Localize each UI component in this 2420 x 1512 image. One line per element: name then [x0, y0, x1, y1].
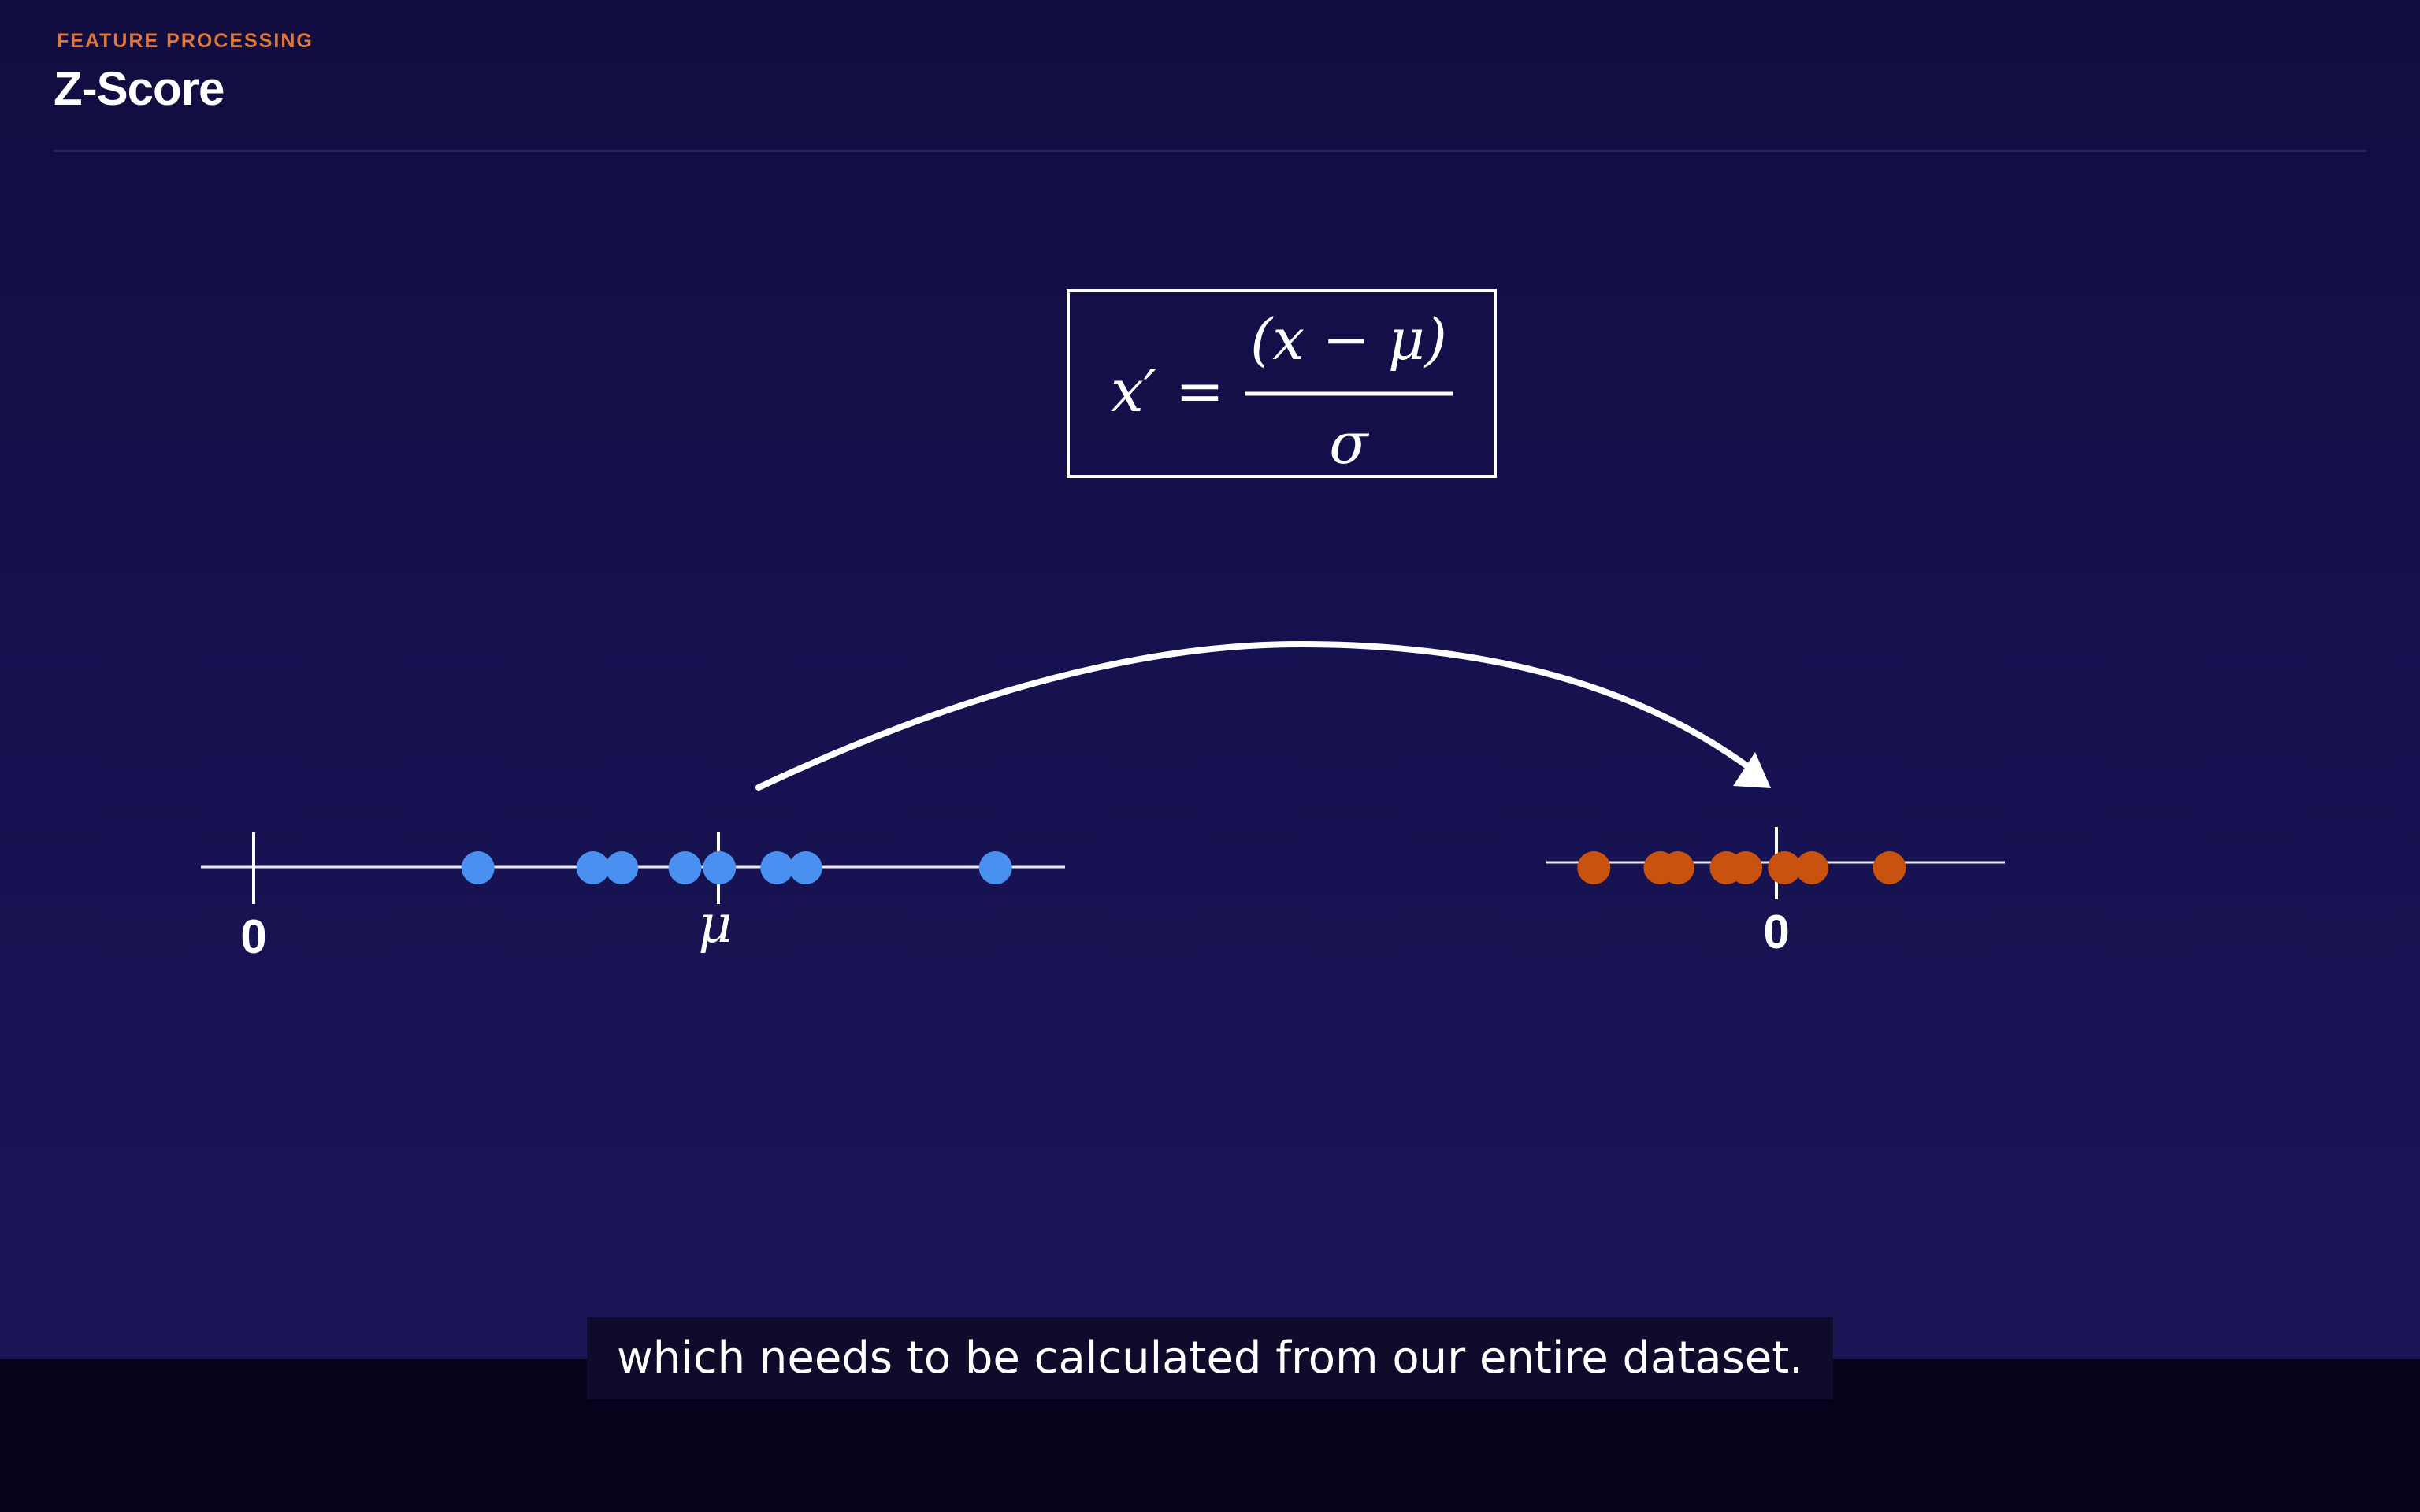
formula-lhs: x′: [1111, 358, 1157, 425]
mean-label: μ: [699, 894, 733, 954]
right-data-points: [1577, 851, 1906, 884]
right-point-5: [1729, 851, 1763, 884]
left-point-2: [576, 851, 610, 884]
arrow-curve: [755, 640, 1756, 791]
left-point-4: [668, 851, 702, 884]
section-eyebrow: FEATURE PROCESSING: [57, 30, 314, 52]
left-point-6: [760, 851, 794, 884]
formula-numerator: (x − μ): [1250, 306, 1447, 372]
right-point-8: [1873, 851, 1906, 884]
slide-title: Z-Score: [54, 62, 225, 115]
zscore-formula: x′ = (x − μ) σ: [1111, 306, 1453, 476]
arrow-head-icon: [1733, 752, 1771, 788]
right-point-1: [1577, 851, 1611, 884]
left-point-8: [978, 851, 1012, 884]
right-number-line: 0: [1546, 827, 2005, 958]
right-point-6: [1768, 851, 1802, 884]
left-data-points: [461, 851, 1012, 884]
slide-background: [0, 0, 2420, 1359]
formula-denominator: σ: [1329, 410, 1369, 476]
subtitle-caption: which needs to be calculated from our en…: [587, 1317, 1833, 1399]
left-point-5: [703, 851, 737, 884]
right-point-7: [1795, 851, 1829, 884]
left-point-1: [461, 851, 495, 884]
left-zero-label: 0: [240, 910, 266, 963]
left-number-line: 0 μ: [201, 832, 1065, 963]
right-zero-label: 0: [1763, 906, 1789, 958]
formula-equals: =: [1175, 358, 1224, 425]
formula-box: [1067, 289, 1497, 478]
left-point-7: [789, 851, 822, 884]
zscore-diagram: x′ = (x − μ) σ 0 μ 0: [201, 306, 2005, 963]
left-point-3: [605, 851, 639, 884]
right-point-3: [1661, 851, 1694, 884]
header-divider: [54, 150, 2366, 152]
transform-arrow: [755, 640, 1771, 791]
